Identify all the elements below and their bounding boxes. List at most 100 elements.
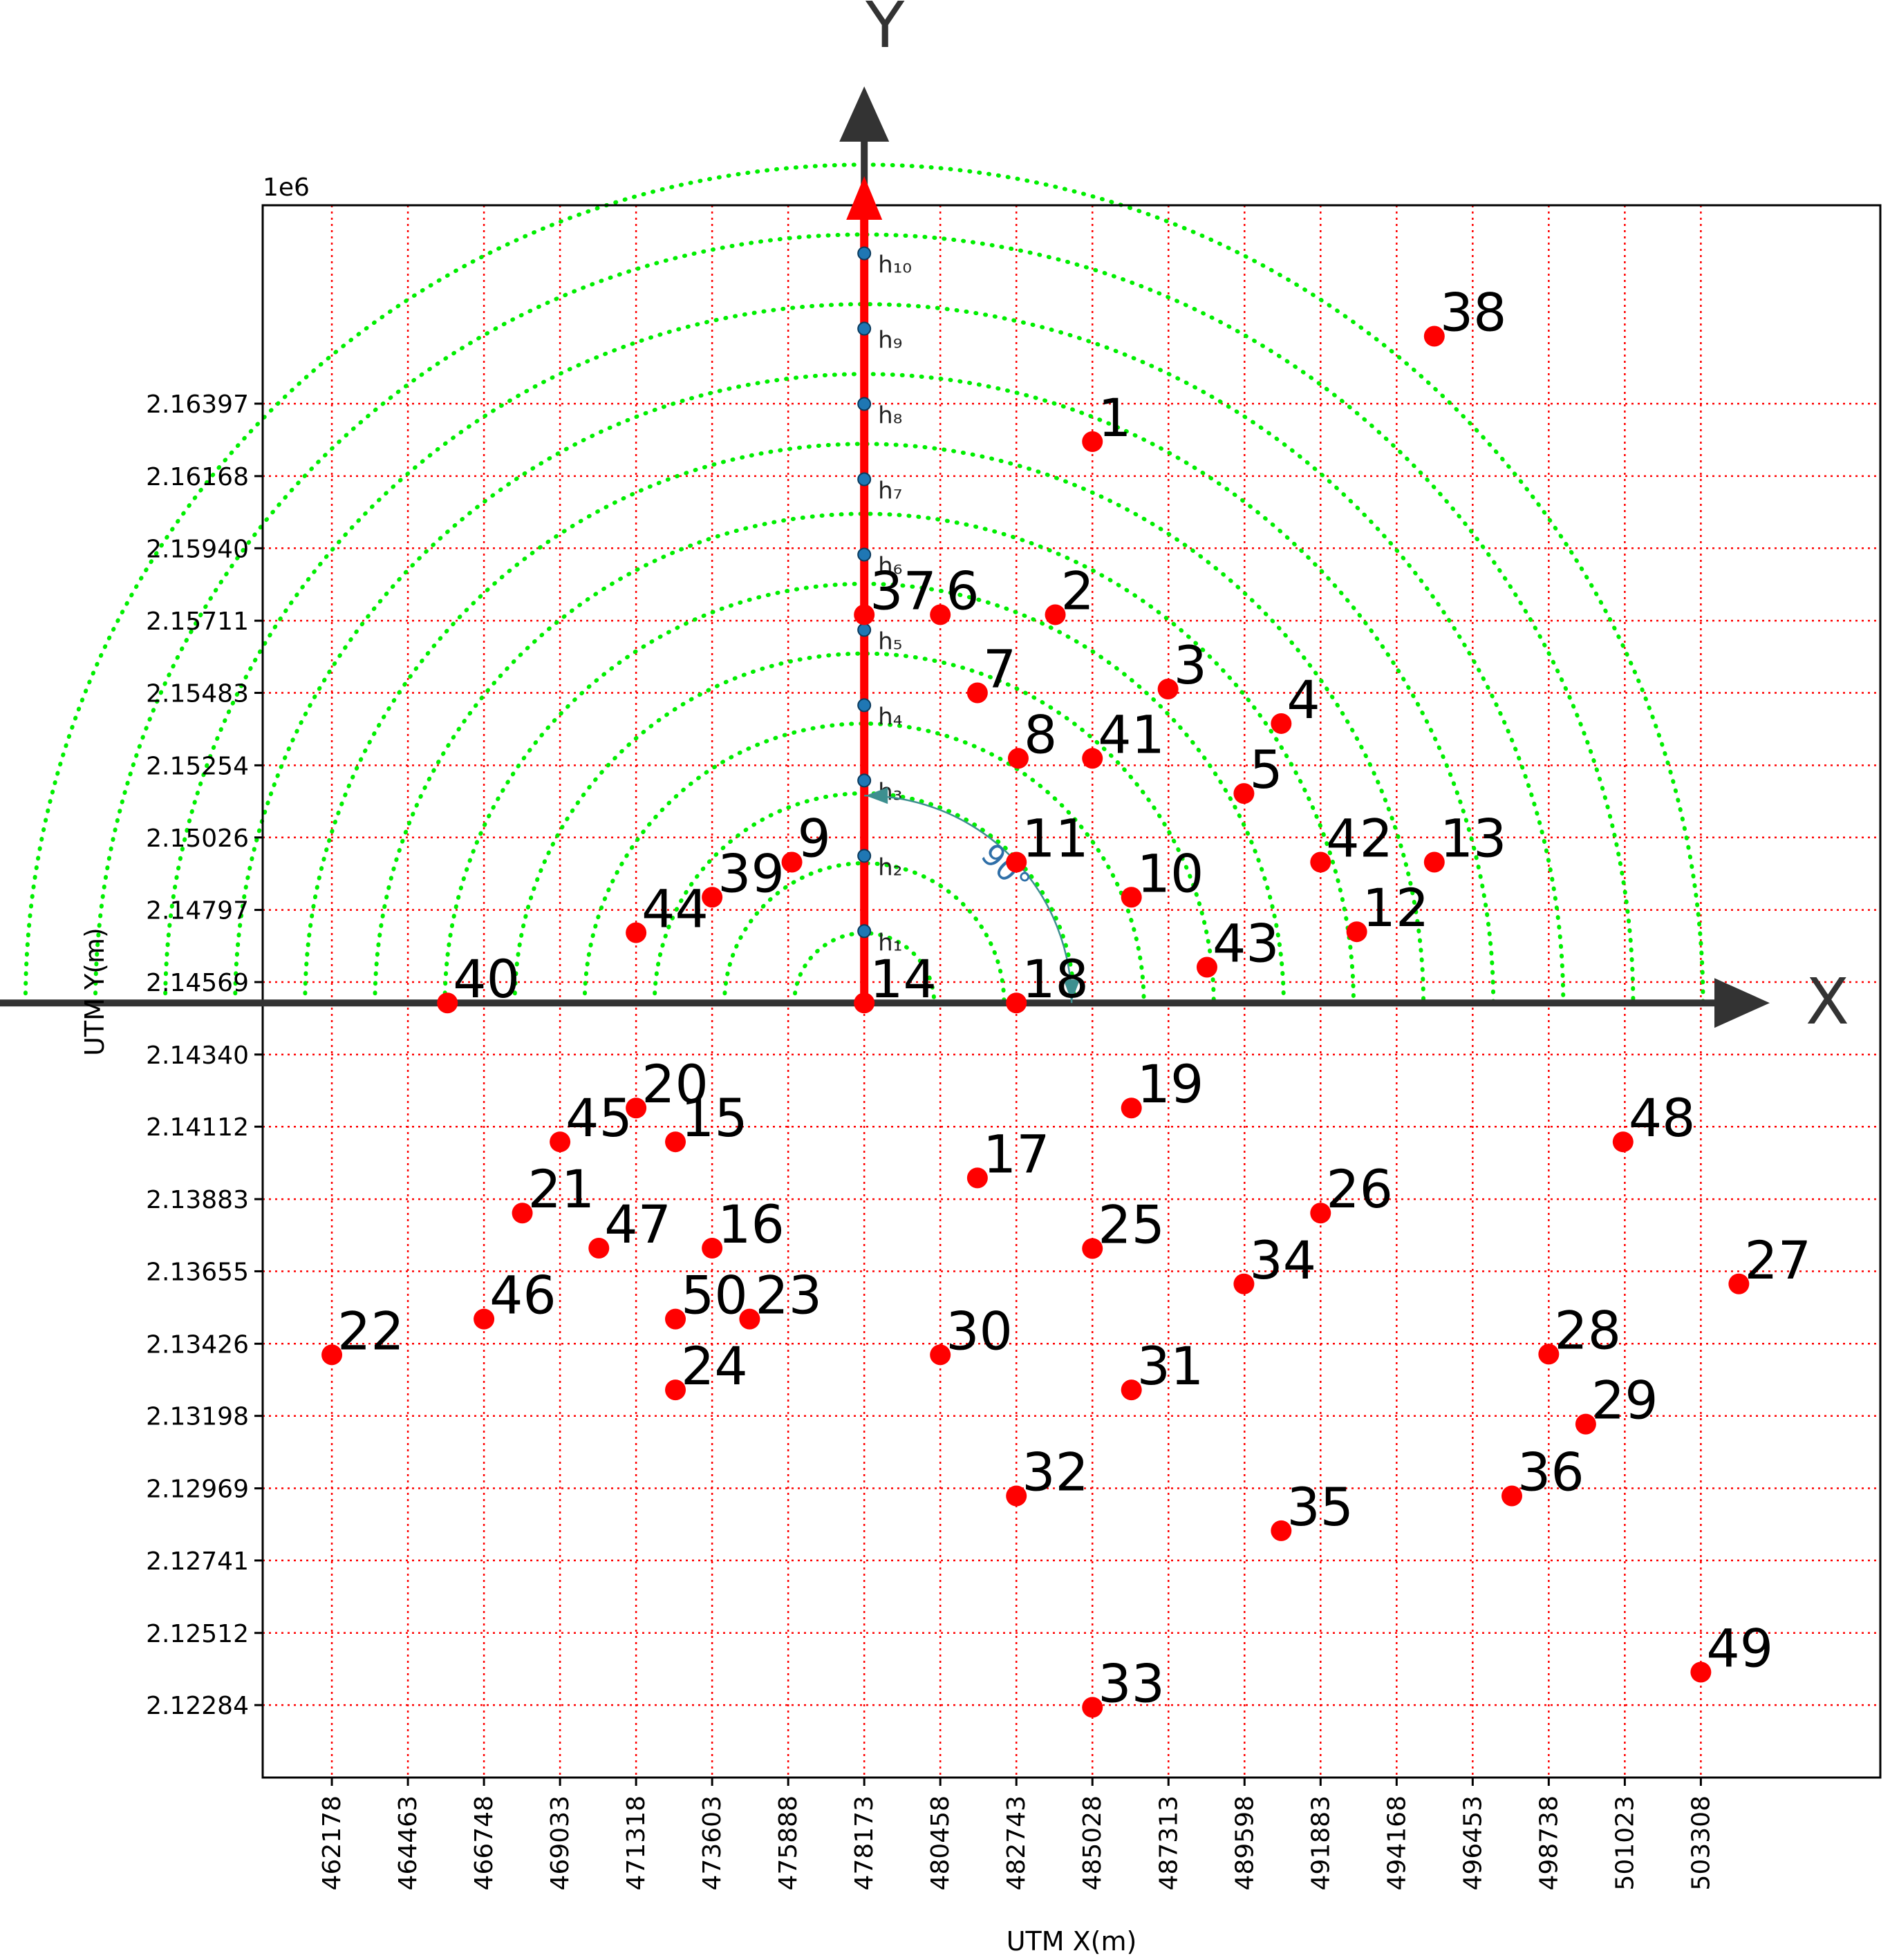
point-label-43: 43 (1213, 912, 1280, 974)
y-tick-label: 2.13198 (146, 1403, 249, 1431)
point-label-42: 42 (1326, 807, 1393, 869)
overlay-x-arrowhead (1714, 978, 1770, 1028)
x-tick-label: 501023 (1611, 1796, 1639, 1890)
height-marker (857, 246, 872, 261)
direction-vector-arrowhead (846, 176, 883, 220)
height-label: h₁₀ (878, 252, 912, 279)
y-axis-label: UTM Y(m) (79, 927, 110, 1056)
y-tick-label: 2.15940 (146, 535, 249, 563)
point-label-32: 32 (1022, 1442, 1089, 1503)
point-13 (1423, 851, 1445, 873)
x-tick-label: 487313 (1154, 1796, 1183, 1890)
y-tick-label: 2.12284 (146, 1692, 249, 1720)
point-label-49: 49 (1706, 1618, 1773, 1679)
point-16 (702, 1238, 723, 1259)
x-tick-label: 464463 (394, 1796, 422, 1890)
point-39 (702, 887, 723, 908)
radial-ring (792, 931, 937, 1006)
point-43 (1196, 957, 1217, 978)
x-tick-label: 489598 (1231, 1796, 1259, 1890)
point-label-16: 16 (718, 1194, 785, 1255)
height-label: h₉ (878, 327, 902, 355)
height-marker (857, 397, 872, 411)
point-8 (1007, 748, 1029, 769)
tick-layer: 462178 464463 466748 469033 471318 473603 4758… (146, 390, 1715, 1890)
x-tick-label: 494168 (1383, 1796, 1411, 1890)
point-47 (588, 1238, 610, 1259)
x-tick-label: 480458 (926, 1796, 955, 1890)
point-layer: 1234567891011121314151617181920212223242… (321, 282, 1811, 1718)
point-30 (930, 1344, 951, 1366)
y-tick-label: 2.15483 (146, 680, 249, 708)
point-37 (854, 604, 875, 625)
point-label-10: 10 (1137, 842, 1204, 904)
point-25 (1082, 1238, 1103, 1259)
point-label-13: 13 (1440, 807, 1507, 869)
point-17 (966, 1167, 988, 1189)
point-34 (1233, 1273, 1255, 1294)
point-20 (626, 1097, 647, 1119)
plot-frame (261, 204, 1882, 1779)
point-label-34: 34 (1249, 1229, 1316, 1291)
height-marker (857, 698, 872, 713)
y-tick-label: 2.13426 (146, 1330, 249, 1359)
overlay-y-arrowhead (839, 86, 890, 142)
x-tick-label: 491883 (1307, 1796, 1335, 1890)
point-3 (1157, 679, 1179, 700)
y-tick-label: 2.16168 (146, 463, 249, 491)
point-24 (665, 1379, 686, 1401)
point-label-37: 37 (870, 560, 937, 621)
height-label: h₆ (878, 552, 902, 580)
y-tick-label: 2.15711 (146, 607, 249, 636)
point-label-39: 39 (718, 842, 785, 904)
point-label-47: 47 (604, 1194, 671, 1255)
point-32 (1006, 1485, 1027, 1507)
x-tick-label: 473603 (698, 1796, 727, 1890)
y-tick-label: 2.15026 (146, 824, 249, 853)
angle-arc-arrowhead-top (866, 787, 888, 804)
point-label-27: 27 (1744, 1229, 1811, 1291)
point-label-46: 46 (489, 1265, 556, 1326)
height-label: h₇ (878, 477, 902, 505)
radial-ring (303, 442, 1426, 1006)
point-label-35: 35 (1286, 1476, 1354, 1538)
point-14 (854, 992, 875, 1014)
point-label-36: 36 (1517, 1442, 1584, 1503)
point-label-18: 18 (1022, 948, 1089, 1010)
point-27 (1728, 1273, 1750, 1294)
point-label-12: 12 (1363, 877, 1430, 939)
point-15 (665, 1131, 686, 1153)
point-label-33: 33 (1098, 1652, 1165, 1714)
point-31 (1121, 1379, 1142, 1401)
point-label-31: 31 (1137, 1335, 1204, 1397)
x-tick-label: 469033 (546, 1796, 574, 1890)
point-label-24: 24 (681, 1335, 748, 1397)
point-label-50: 50 (681, 1265, 748, 1326)
point-49 (1690, 1661, 1712, 1683)
point-label-8: 8 (1024, 704, 1057, 765)
point-6 (930, 604, 951, 625)
point-label-48: 48 (1629, 1087, 1696, 1149)
radial-ring (93, 232, 1636, 1006)
x-tick-label: 503308 (1687, 1796, 1715, 1890)
point-29 (1575, 1413, 1596, 1435)
y-tick-label: 2.12741 (146, 1547, 249, 1576)
height-label: h₅ (878, 628, 902, 655)
point-label-11: 11 (1022, 807, 1089, 869)
point-42 (1310, 851, 1331, 873)
x-axis-label: UTM X(m) (1007, 1926, 1137, 1957)
point-label-22: 22 (337, 1300, 404, 1361)
point-label-3: 3 (1174, 634, 1207, 696)
point-22 (321, 1344, 343, 1366)
y-tick-label: 2.14340 (146, 1042, 249, 1070)
y-tick-label: 2.12969 (146, 1476, 249, 1504)
point-33 (1082, 1697, 1103, 1718)
height-marker (857, 472, 872, 487)
height-marker (857, 321, 872, 336)
point-label-44: 44 (642, 878, 709, 940)
y-tick-label: 2.16397 (146, 390, 249, 419)
point-label-1: 1 (1098, 387, 1131, 449)
y-tick-label: 2.13655 (146, 1258, 249, 1286)
x-tick-label: 475888 (774, 1796, 803, 1890)
